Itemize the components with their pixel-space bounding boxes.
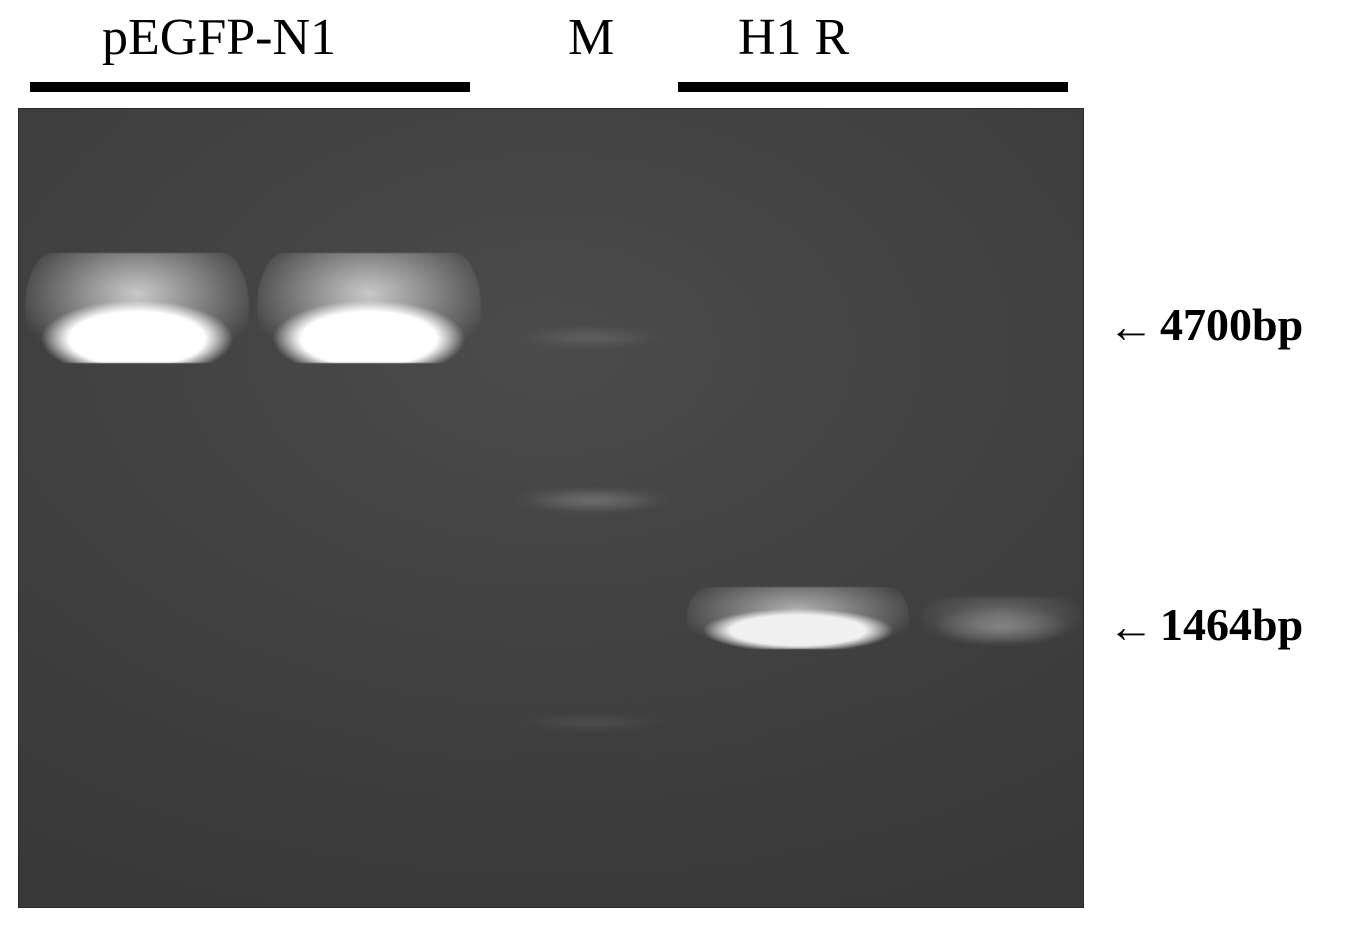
size-marker-1464bp: ←1464bp: [1108, 598, 1303, 651]
size-marker-text: 4700bp: [1160, 299, 1303, 350]
lane-header-h1r: H1 R: [738, 8, 849, 67]
arrow-left-icon: ←: [1108, 300, 1154, 353]
lane-header-bar-h1r: [678, 82, 1068, 92]
gel-image: [18, 108, 1084, 908]
size-marker-4700bp: ←4700bp: [1108, 298, 1303, 351]
lane-header-m: M: [568, 8, 614, 67]
size-marker-text: 1464bp: [1160, 599, 1303, 650]
gel-grain-overlay: [19, 109, 1083, 907]
gel-figure: pEGFP-N1 M H1 R ←4700bp ←1464bp: [18, 0, 1338, 933]
lane-header-bar-pegfp: [30, 82, 470, 92]
lane-header-pegfp: pEGFP-N1: [102, 8, 336, 67]
arrow-left-icon: ←: [1108, 600, 1154, 653]
